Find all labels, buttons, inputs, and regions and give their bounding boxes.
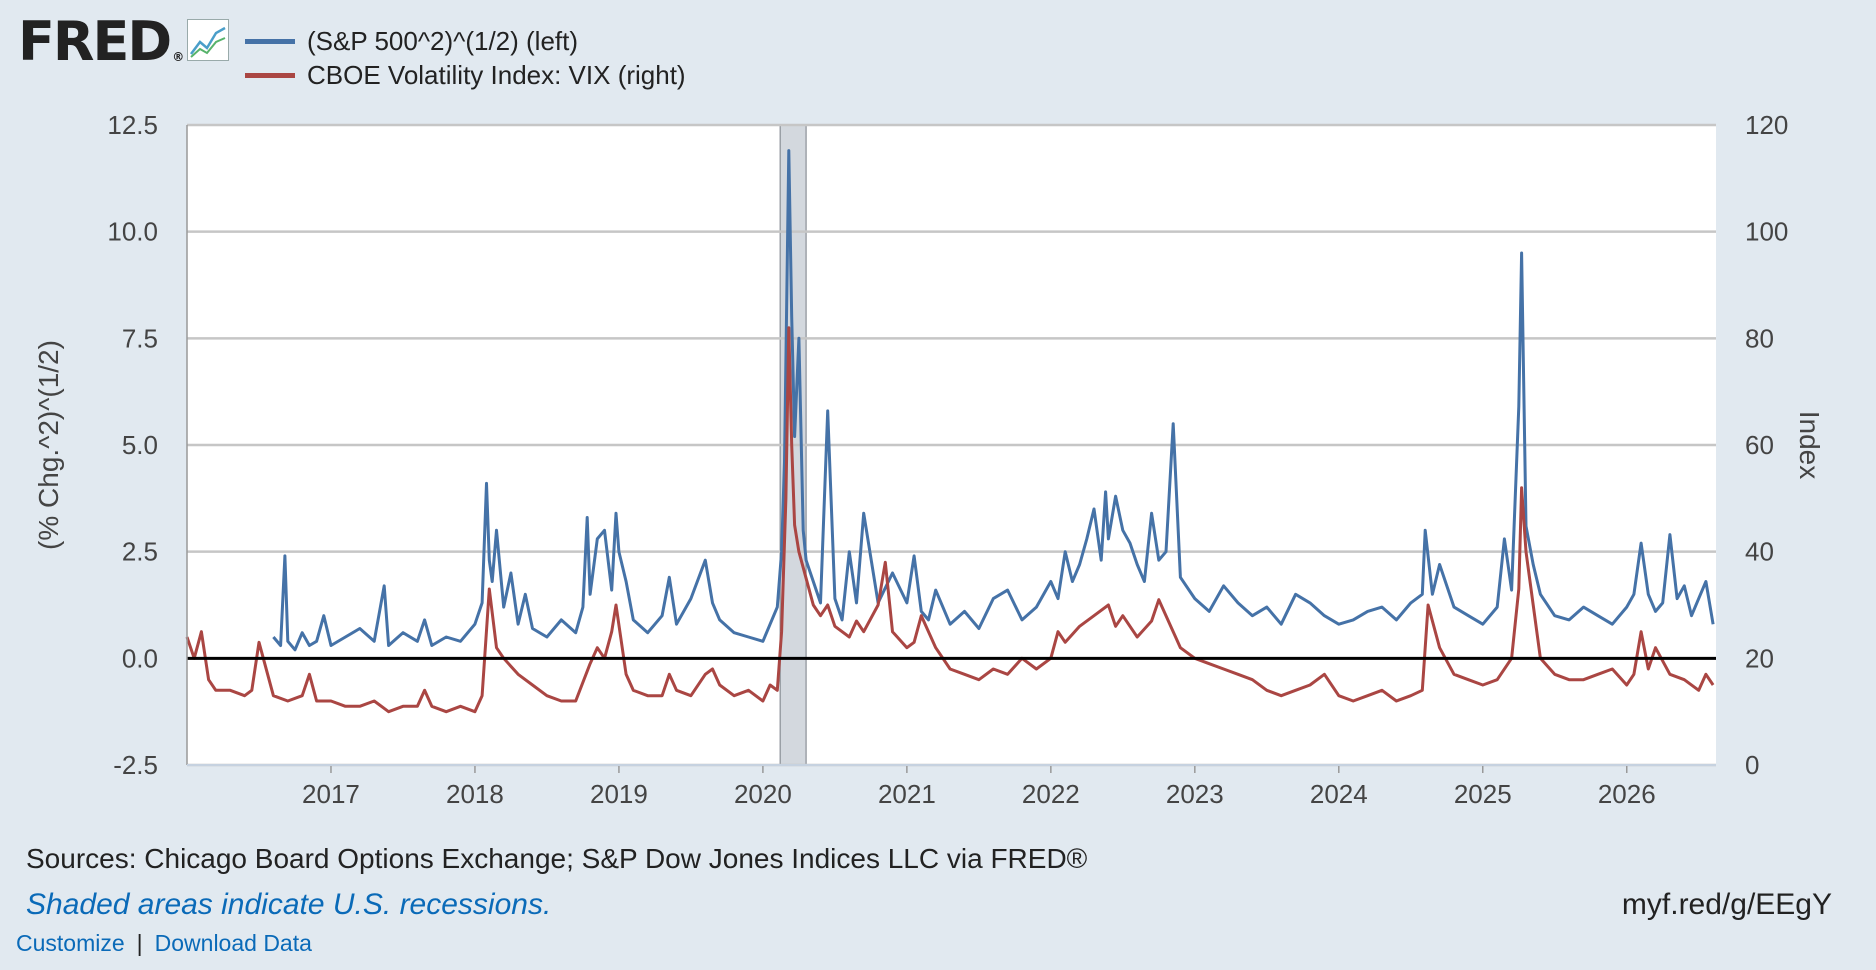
y-right-tick-label: 80 [1745, 323, 1774, 353]
y-left-tick-label: 2.5 [122, 537, 158, 567]
y-left-tick-label: 5.0 [122, 430, 158, 460]
x-tick-label: 2023 [1166, 779, 1224, 809]
y-left-tick-label: 10.0 [107, 217, 158, 247]
x-tick-label: 2025 [1454, 779, 1512, 809]
link-separator: | [136, 930, 143, 956]
y-right-tick-label: 60 [1745, 430, 1774, 460]
series-line-sp500 [272, 149, 1715, 652]
y-right-tick-label: 0 [1745, 750, 1759, 780]
sources-note: Sources: Chicago Board Options Exchange;… [26, 843, 1088, 874]
legend-item-sp500: (S&P 500^2)^(1/2) (left) [245, 24, 686, 58]
legend: (S&P 500^2)^(1/2) (left) CBOE Volatility… [245, 24, 686, 92]
legend-item-vix: CBOE Volatility Index: VIX (right) [245, 58, 686, 92]
y-right-tick-label: 40 [1745, 537, 1774, 567]
legend-swatch-vix [245, 72, 295, 78]
short-url[interactable]: myf.red/g/EEgY [1621, 888, 1832, 921]
line-chart-icon[interactable] [187, 19, 229, 61]
fred-logo-mark: ® [172, 50, 185, 64]
y-left-tick-label: -2.5 [113, 750, 158, 780]
x-tick-label: 2020 [734, 779, 792, 809]
y-right-tick-label: 100 [1745, 217, 1788, 247]
footer-links: Customize | Download Data [16, 930, 312, 957]
x-tick-label: 2024 [1310, 779, 1368, 809]
y-right-tick-label: 20 [1745, 643, 1774, 673]
customize-link[interactable]: Customize [16, 930, 125, 956]
fred-logo[interactable]: FRED ® [18, 10, 184, 73]
legend-label-sp500: (S&P 500^2)^(1/2) (left) [307, 25, 579, 56]
y-left-tick-label: 7.5 [122, 323, 158, 353]
x-tick-label: 2017 [302, 779, 360, 809]
y-right-axis-title: Index [1794, 411, 1825, 480]
y-left-axis-title: (% Chg.^2)^(1/2) [33, 340, 64, 550]
download-data-link[interactable]: Download Data [154, 930, 312, 956]
recession-note: Shaded areas indicate U.S. recessions. [26, 888, 552, 921]
chart: -2.5 0.0 2.5 5.0 7.5 10.0 12.5 0 20 40 60 80 100 120 2… [33, 110, 1825, 809]
x-tick-label: 2026 [1598, 779, 1656, 809]
legend-label-vix: CBOE Volatility Index: VIX (right) [307, 59, 686, 90]
legend-swatch-sp500 [245, 38, 295, 44]
y-left-tick-label: 0.0 [122, 643, 158, 673]
x-tick-label: 2022 [1022, 779, 1080, 809]
y-right-tick-label: 120 [1745, 110, 1788, 140]
fred-logo-text: FRED [18, 10, 172, 73]
series-line-vix [185, 326, 1715, 714]
x-tick-label: 2018 [446, 779, 504, 809]
y-left-tick-label: 12.5 [107, 110, 158, 140]
x-tick-label: 2021 [878, 779, 936, 809]
x-tick-label: 2019 [590, 779, 648, 809]
line-chart-icon-glyph [190, 26, 226, 58]
